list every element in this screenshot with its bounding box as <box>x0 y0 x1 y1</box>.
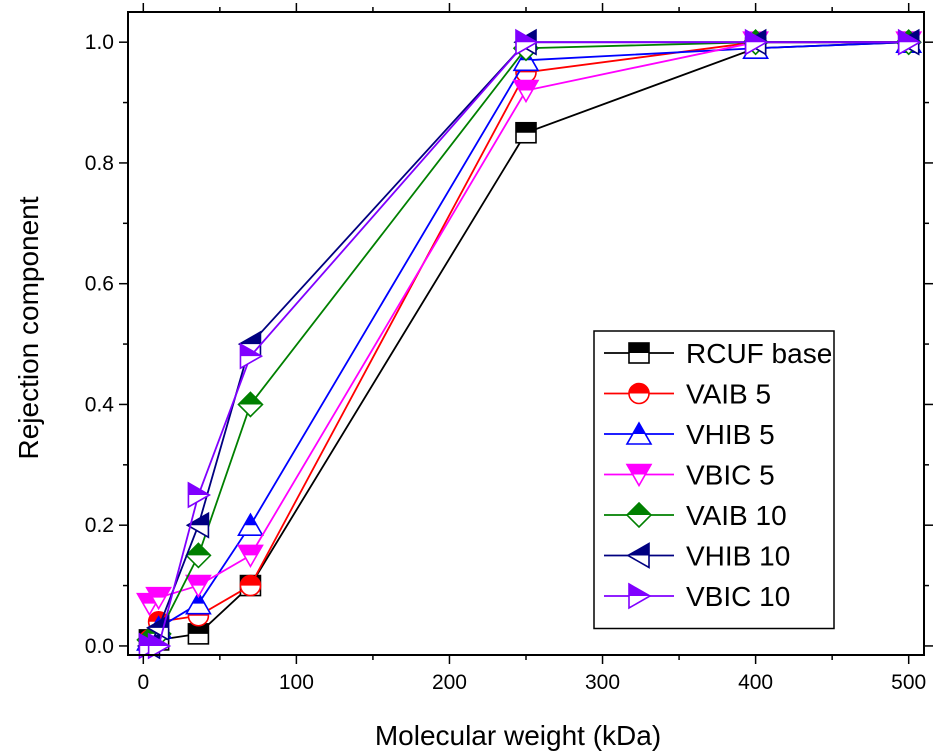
series-vbic-10 <box>138 28 922 660</box>
y-axis-title: Rejection component <box>13 196 44 459</box>
x-tick-label: 0 <box>137 671 149 694</box>
legend-item: RCUF base <box>604 338 832 369</box>
y-tick-label: 0.2 <box>85 514 114 537</box>
y-tick-label: 0.0 <box>85 635 114 658</box>
data-point <box>744 28 769 56</box>
axes-layer: 0 100 200 300 400 500 0.0 0.2 0.4 0.6 0.8 1.0 <box>85 3 933 694</box>
legend-item: VAIB 10 <box>604 500 787 531</box>
legend-label: VHIB 10 <box>686 541 790 572</box>
legend-marker <box>628 382 650 405</box>
data-point <box>185 591 212 615</box>
legend-label: VAIB 5 <box>686 379 771 410</box>
legend-marker <box>625 463 653 488</box>
x-axis-title: Molecular weight (kDa) <box>375 720 661 751</box>
data-point <box>237 544 264 568</box>
series-layer <box>136 28 923 660</box>
data-point <box>147 632 172 660</box>
legend-box <box>593 330 835 630</box>
y-tick-label: 0.6 <box>85 273 114 296</box>
data-point <box>515 121 537 144</box>
legend-item: VBIC 5 <box>604 460 775 491</box>
data-point <box>512 79 540 104</box>
x-tick-label: 500 <box>891 671 926 694</box>
legend-marker <box>625 501 653 529</box>
legend-marker <box>626 542 650 569</box>
data-point <box>239 574 262 597</box>
y-tick-label: 0.4 <box>85 393 115 416</box>
legend-label: VBIC 5 <box>686 460 775 491</box>
x-tick-label: 400 <box>738 671 773 694</box>
legend-item: VAIB 5 <box>604 379 771 410</box>
legend-item: VHIB 5 <box>604 419 775 450</box>
data-point <box>239 342 264 370</box>
legend-item: VHIB 10 <box>604 541 790 572</box>
x-tick-label: 100 <box>279 671 314 694</box>
legend-label: VAIB 10 <box>686 500 787 531</box>
data-point <box>515 28 539 56</box>
data-point <box>185 542 212 569</box>
data-point <box>187 623 210 645</box>
x-tick-label: 300 <box>585 671 620 694</box>
legend-label: RCUF base <box>686 338 832 369</box>
legend-marker <box>625 421 653 445</box>
data-point <box>145 586 172 611</box>
data-point <box>237 512 264 536</box>
legend-label: VBIC 10 <box>686 581 790 612</box>
data-point <box>185 574 212 599</box>
legend-marker <box>628 582 652 610</box>
data-point <box>187 481 212 509</box>
data-point <box>897 28 922 56</box>
y-tick-label: 0.8 <box>85 152 114 175</box>
x-tick-label: 200 <box>432 671 467 694</box>
data-point <box>185 511 210 539</box>
data-point <box>237 391 264 418</box>
legend-item: VBIC 10 <box>604 581 790 612</box>
y-tick-label: 1.0 <box>85 31 114 54</box>
legend: RCUF base VAIB 5 VHIB 5 VBIC 5 VAIB 10 VHIB 1… <box>593 330 835 630</box>
legend-label: VHIB 5 <box>686 419 775 450</box>
legend-marker <box>628 342 650 364</box>
